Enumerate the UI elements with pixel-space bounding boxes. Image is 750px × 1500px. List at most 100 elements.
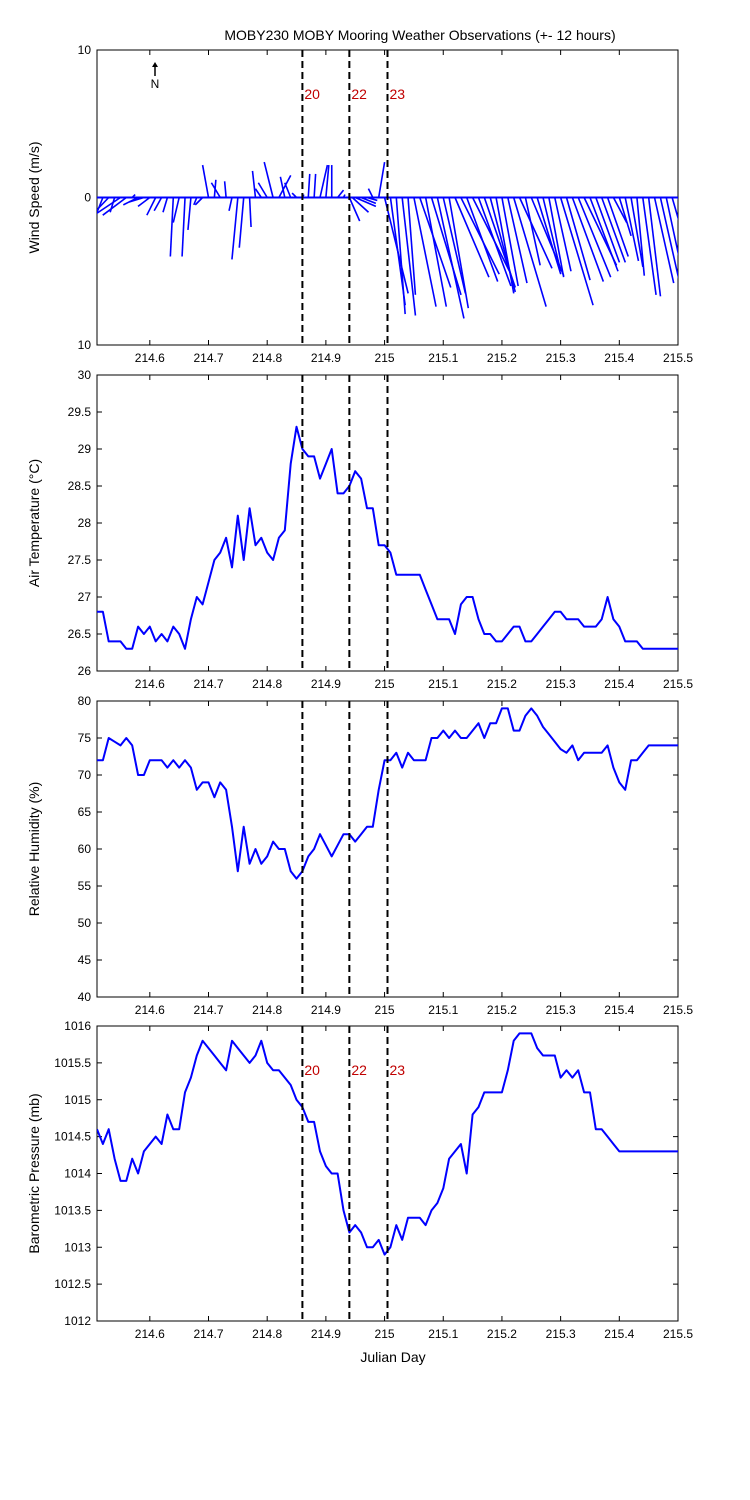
wind-vector [210,182,221,198]
wind-vector [471,197,511,272]
wind-vector [595,197,621,263]
x-tick-label: 214.6 [135,677,165,691]
wind-vector [542,197,562,272]
y-axis-label: Barometric Pressure (mb) [26,1093,42,1253]
x-tick-label: 214.9 [311,677,341,691]
x-tick-label: 215 [375,1327,395,1341]
x-tick-label: 214.6 [135,1327,165,1341]
wind-vector [495,197,515,294]
event-marker-label: 23 [390,86,406,102]
x-tick-label: 215.1 [428,1327,458,1341]
y-tick-label: 45 [78,953,92,967]
y-tick-label: 10 [78,338,92,352]
y-tick-label: 26 [78,664,92,678]
x-tick-label: 214.9 [311,1003,341,1017]
wind-vector [172,197,180,223]
wind-vector [128,196,145,203]
x-tick-label: 215.2 [487,351,517,365]
wind-vector [257,182,268,198]
wind-vector [366,196,378,202]
y-tick-label: 1016 [64,1019,91,1033]
wind-vector [665,197,678,257]
wind-vector [618,197,632,237]
wind-vector [448,197,470,309]
wind-vector [548,197,565,278]
wind-vector [671,197,678,221]
y-tick-label: 65 [78,805,92,819]
x-tick-label: 214.6 [135,1003,165,1017]
wind-vector [577,197,612,278]
wind-vector [279,176,286,198]
wind-vector [518,197,553,269]
y-tick-label: 28.5 [68,479,92,493]
wind-vector [284,182,292,198]
y-axis-label: Relative Humidity (%) [26,782,42,917]
x-tick-label: 215.2 [487,677,517,691]
event-marker-label: 23 [390,1062,406,1078]
wind-vector [536,197,562,275]
x-tick-label: 215 [375,677,395,691]
wind-vector [223,181,227,198]
y-tick-label: 80 [78,694,92,708]
series-group [97,161,678,319]
wind-vector [559,197,594,306]
wind-vector [187,197,192,231]
data-series-line [97,425,678,650]
wind-vector [407,197,417,295]
wind-vector [589,197,619,272]
wind-vector [251,170,257,198]
wind-vector [162,197,169,213]
x-tick-label: 215.5 [663,351,693,365]
x-tick-label: 214.8 [252,1003,282,1017]
wind-vector [131,193,136,199]
wind-vector [342,194,346,198]
x-tick-label: 214.8 [252,677,282,691]
event-marker-label: 20 [304,1062,320,1078]
wind-vector [641,197,657,295]
wind-vector [430,197,462,296]
x-tick-label: 215 [375,1003,395,1017]
wind-vector [565,197,591,281]
y-tick-label: 75 [78,731,92,745]
y-tick-label: 28 [78,516,92,530]
wind-vector [193,197,198,206]
x-tick-label: 214.6 [135,351,165,365]
wind-vector [501,197,519,287]
x-tick-label: 215.3 [546,1327,576,1341]
x-tick-label: 215.3 [546,677,576,691]
wind-vector [424,197,448,307]
x-tick-label: 214.7 [193,1003,223,1017]
wind-vector [401,197,417,316]
y-tick-label: 40 [78,990,92,1004]
y-tick-label: 27 [78,590,92,604]
x-tick-label: 215.5 [663,1327,693,1341]
x-tick-label: 215.4 [604,677,634,691]
x-tick-label: 215 [375,351,395,365]
wind-vector [553,197,572,272]
wind-vector [194,196,204,206]
wind-vector [419,197,452,288]
wind-vector [377,161,386,198]
y-tick-label: 27.5 [68,553,92,567]
wind-vector [360,196,377,205]
wind-vector [169,197,175,257]
y-tick-label: 10 [78,43,92,57]
y-tick-label: 60 [78,842,92,856]
wind-vector [630,197,644,267]
x-tick-label: 215.4 [604,1003,634,1017]
wind-vector [512,197,547,307]
wind-vector [231,197,239,260]
wind-vector [348,197,361,222]
wind-vector [181,197,186,257]
chart-panel-2: 214.6 214.7 214.8 214.9 215 215.1 215.2 215.3 21… [26,368,693,691]
wind-vector [336,189,345,198]
y-tick-label: 1015 [64,1093,91,1107]
wind-vector [263,161,274,198]
y-tick-label: 29.5 [68,405,92,419]
event-marker-label: 22 [351,1062,367,1078]
y-tick-label: 50 [78,916,92,930]
y-tick-label: 26.5 [68,627,92,641]
wind-vector [291,192,298,199]
wind-vector [465,197,499,282]
wind-vector [606,197,629,257]
